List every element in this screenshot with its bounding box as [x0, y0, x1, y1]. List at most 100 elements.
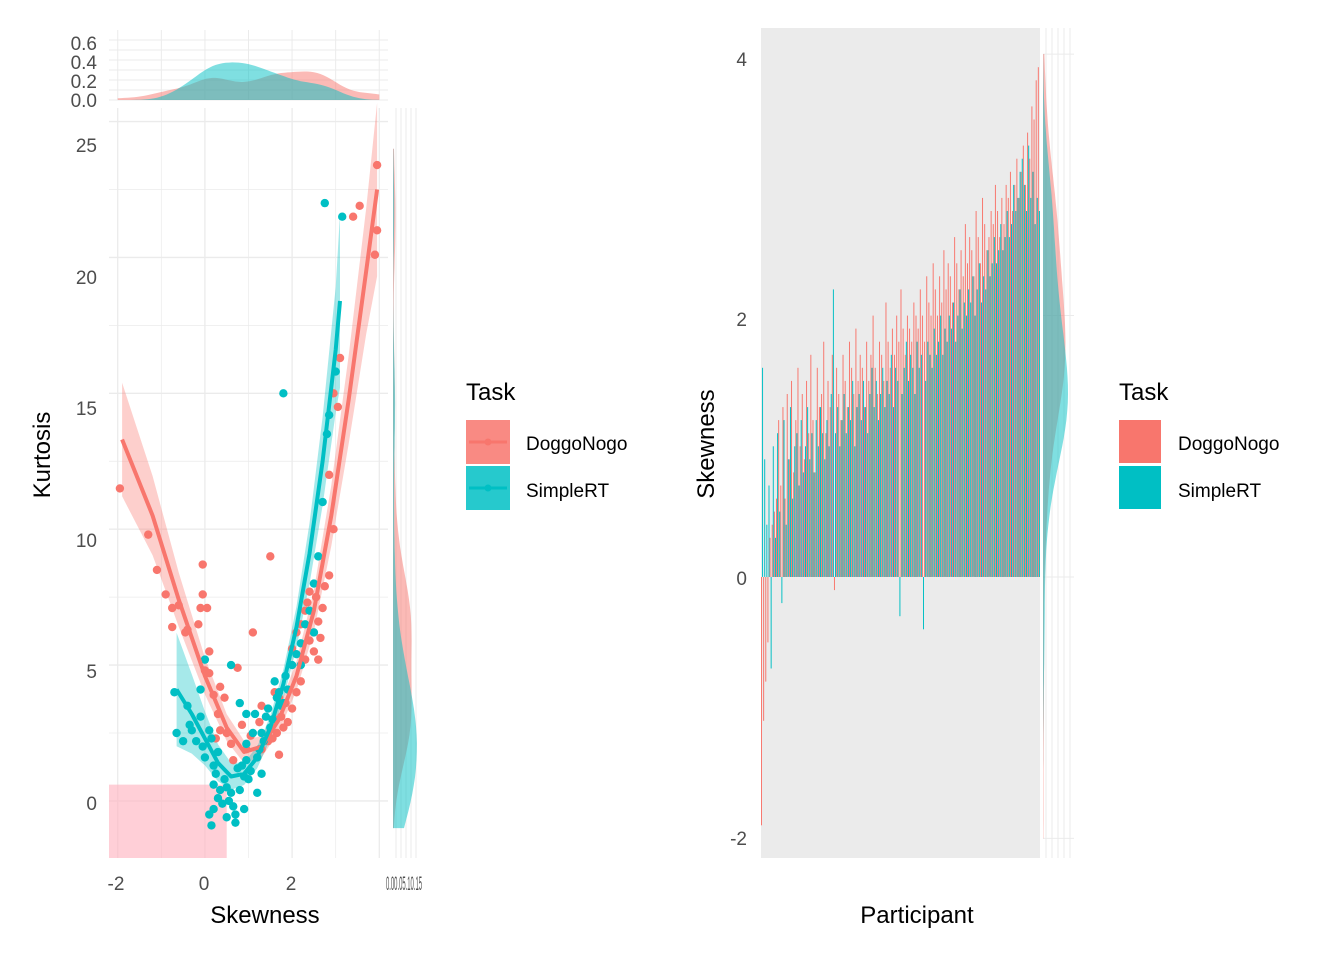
bar-doggonogo [891, 328, 893, 577]
bar-doggonogo [949, 276, 951, 577]
data-point-simplert [244, 774, 253, 784]
data-point-simplert [250, 709, 260, 719]
bar-simplert [880, 394, 882, 577]
data-point-doggonogo [205, 669, 214, 678]
data-point-simplert [239, 804, 249, 814]
bar-simplert [852, 380, 854, 577]
data-point-doggonogo [233, 663, 242, 672]
bar-simplert [901, 394, 903, 577]
data-point-simplert [229, 802, 238, 811]
bar-simplert [877, 420, 879, 577]
bar-simplert [871, 367, 873, 577]
data-point-simplert [213, 794, 223, 803]
data-point-simplert [318, 497, 327, 507]
data-point-simplert [235, 785, 244, 795]
bar-simplert [845, 433, 847, 577]
data-point-simplert [215, 785, 225, 795]
data-point-doggonogo [202, 603, 212, 613]
bar-doggonogo [1007, 197, 1009, 577]
bar-doggonogo [793, 472, 795, 577]
data-point-doggonogo [320, 582, 329, 591]
bar-doggonogo [791, 380, 793, 577]
bar-doggonogo [952, 302, 953, 577]
bar-doggonogo [1014, 184, 1016, 577]
top-density-simplert [117, 62, 380, 100]
bar-simplert [1019, 171, 1021, 578]
bar-simplert [860, 420, 862, 577]
bar-simplert [824, 459, 826, 577]
legend-label-simplert: SimpleRT [526, 481, 609, 502]
data-point-simplert [263, 704, 273, 713]
right-density-tick-labels: 0.00.05.10.15 [386, 874, 422, 895]
legend-key-simplert [1119, 466, 1161, 509]
data-point-doggonogo [309, 647, 319, 656]
bar-doggonogo [806, 380, 808, 577]
data-point-doggonogo [257, 701, 266, 711]
bar-doggonogo [1037, 67, 1039, 577]
bar-simplert [1015, 211, 1017, 577]
bar-doggonogo [921, 315, 923, 577]
bar-doggonogo [799, 446, 801, 577]
bar-simplert [869, 394, 871, 577]
bar-simplert [882, 367, 884, 577]
bar-simplert [1017, 197, 1019, 577]
bar-doggonogo [1031, 106, 1033, 578]
bar-simplert [920, 354, 922, 577]
bar-simplert [944, 328, 946, 577]
bar-simplert [938, 341, 940, 577]
bar-simplert [989, 276, 991, 577]
bar-simplert [1000, 224, 1002, 577]
bar-doggonogo [814, 472, 816, 577]
bar-simplert [830, 394, 832, 577]
bar-simplert [899, 577, 901, 617]
bar-doggonogo [1012, 211, 1014, 577]
data-point-doggonogo [248, 628, 258, 637]
bar-doggonogo [782, 407, 784, 577]
data-point-simplert [200, 753, 210, 762]
bar-doggonogo [812, 420, 814, 577]
fit-line-simplert [174, 300, 342, 779]
bar-doggonogo [829, 407, 831, 577]
data-point-doggonogo [296, 677, 306, 686]
bar-doggonogo [934, 289, 936, 577]
legend-title: Task [1119, 379, 1169, 406]
bar-doggonogo [939, 276, 941, 577]
x-tick-label: 0 [199, 874, 210, 895]
bar-simplert [1028, 145, 1030, 577]
data-point-doggonogo [168, 603, 177, 613]
bar-simplert [910, 354, 912, 577]
top-density-tick: 0.6 [71, 34, 97, 55]
bar-simplert [933, 328, 935, 577]
bar-doggonogo [1005, 184, 1007, 577]
bar-doggonogo [848, 341, 850, 577]
data-point-simplert [309, 628, 319, 637]
bar-simplert [991, 263, 993, 577]
data-point-simplert [207, 821, 216, 830]
bar-simplert [946, 341, 948, 577]
bar-simplert [950, 328, 952, 577]
bar-simplert [959, 289, 961, 577]
data-point-simplert [205, 810, 214, 819]
bar-simplert [1008, 237, 1010, 577]
bar-simplert [850, 420, 852, 577]
bar-doggonogo [982, 197, 984, 577]
data-point-simplert [314, 552, 323, 561]
data-point-simplert [235, 698, 244, 708]
bar-simplert [762, 367, 764, 577]
bar-doggonogo [876, 394, 878, 577]
data-point-doggonogo [205, 647, 214, 656]
bar-simplert [837, 407, 839, 577]
bar-simplert [890, 354, 892, 577]
y-tick-label: 2 [736, 310, 747, 331]
bar-simplert [766, 524, 768, 577]
bar-doggonogo [969, 237, 971, 577]
bar-simplert [1013, 184, 1015, 577]
bar-simplert [942, 354, 944, 577]
bar-simplert [764, 459, 766, 577]
bar-simplert [867, 433, 869, 577]
data-point-doggonogo [355, 201, 364, 211]
bar-simplert [785, 524, 787, 577]
bar-simplert [828, 446, 830, 577]
data-point-doggonogo [198, 590, 207, 599]
